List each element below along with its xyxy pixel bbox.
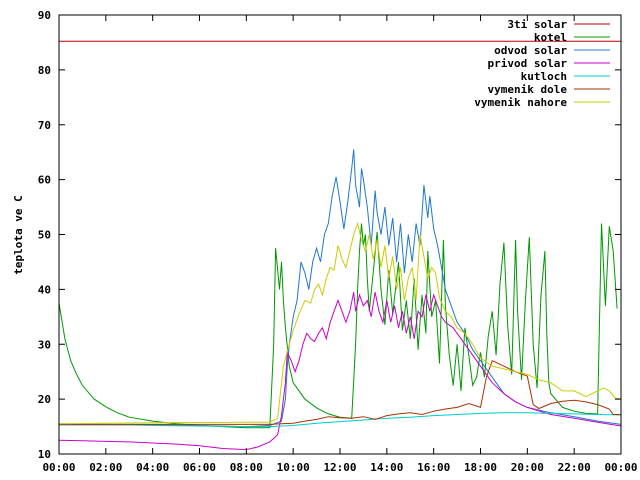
- x-tick-label: 06:00: [183, 461, 216, 474]
- y-tick-label: 70: [38, 119, 51, 132]
- x-tick-label: 20:00: [511, 461, 544, 474]
- y-axis-label: teplota ve C: [12, 195, 25, 274]
- y-tick-label: 20: [38, 393, 51, 406]
- x-tick-label: 10:00: [277, 461, 310, 474]
- series-layer: [58, 40, 622, 451]
- legend-label: 3ti solar: [507, 18, 567, 31]
- ticks-layer: 10 20 30 40 50 60 70 80 90 00:00 02:00 04:00 06:00 08…: [38, 9, 638, 474]
- series-line-odvod-solar: [59, 149, 622, 428]
- x-tick-label: 04:00: [136, 461, 169, 474]
- y-tick-label: 30: [38, 338, 51, 351]
- legend-label: kotel: [534, 31, 567, 44]
- x-tick-label: 14:00: [370, 461, 403, 474]
- y-tick-label: 50: [38, 229, 51, 242]
- y-tick-label: 90: [38, 9, 51, 22]
- y-tick-label: 40: [38, 283, 51, 296]
- series-line-vymenik-dole: [59, 360, 621, 425]
- y-tick-label: 10: [38, 448, 51, 461]
- legend-label: vymenik dole: [488, 83, 568, 96]
- series-line-kotel: [58, 223, 618, 429]
- x-tick-label: 22:00: [558, 461, 591, 474]
- x-tick-label: 00:00: [604, 461, 637, 474]
- legend-label: vymenik nahore: [474, 96, 567, 109]
- series-line-kutloch: [58, 412, 622, 428]
- x-tick-label: 02:00: [89, 461, 122, 474]
- y-tick-label: 60: [38, 174, 51, 187]
- legend-label: kutloch: [521, 70, 567, 83]
- series-line-privod-solar: [58, 292, 622, 451]
- x-tick-label: 00:00: [42, 461, 75, 474]
- legend-label: odvod solar: [494, 44, 567, 57]
- x-tick-label: 16:00: [417, 461, 450, 474]
- x-tick-label: 12:00: [323, 461, 356, 474]
- legend-label: privod solar: [488, 57, 568, 70]
- x-tick-label: 08:00: [230, 461, 263, 474]
- series-line-vymenik-nahore: [58, 221, 622, 425]
- x-tick-label: 18:00: [464, 461, 497, 474]
- y-tick-label: 80: [38, 64, 51, 77]
